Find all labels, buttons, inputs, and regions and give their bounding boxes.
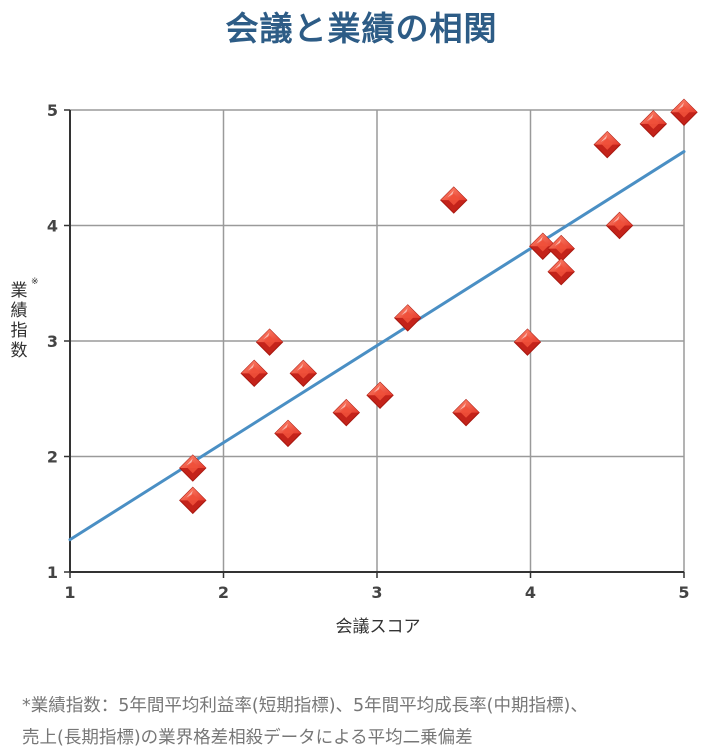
data-point [593,130,621,159]
x-tick-label: 1 [64,583,75,602]
axes [64,109,685,578]
data-point [240,359,268,388]
data-point [605,211,634,240]
x-axis-label: 会議スコア [336,617,421,637]
data-point [332,398,361,427]
chart-title: 会議と業績の相関 [225,9,498,48]
data-point [179,454,207,482]
data-point [289,359,318,388]
x-tick-label: 4 [525,583,536,602]
data-point [274,419,302,448]
grid-lines [69,109,685,573]
y-tick-label: 5 [47,101,58,120]
footnote-line-2: 売上(長期指標)の業界格差相殺データによる平均二乗偏差 [22,728,473,748]
data-point [179,486,207,515]
data-point [255,328,284,356]
y-tick-label: 1 [47,563,58,582]
x-tick-label: 2 [218,583,229,602]
x-tick-labels: 1 2 3 4 5 [64,583,689,602]
data-point [440,186,468,214]
data-point [513,328,542,356]
y-axis-label-text: 業績指数 [11,281,28,361]
data-points [179,98,698,515]
scatter-chart: 1 2 3 4 5 1 2 3 4 5 会議スコア 業績指数※ [11,98,698,637]
y-tick-label: 4 [47,217,58,236]
data-point [393,304,422,332]
data-point [547,257,575,286]
y-axis-label-mark: ※ [31,277,39,287]
x-tick-label: 5 [678,583,689,602]
data-point [529,232,557,260]
footnote: *業績指数：5年間平均利益率(短期指標)、5年間平均成長率(中期指標)、 売上(… [22,690,722,754]
data-point [670,98,698,127]
data-point [366,381,394,409]
data-point [452,398,480,427]
data-point [547,234,575,263]
footnote-line-1: *業績指数：5年間平均利益率(短期指標)、5年間平均成長率(中期指標)、 [22,696,588,716]
y-tick-label: 3 [47,332,58,351]
trendline [68,150,686,542]
y-tick-labels: 1 2 3 4 5 [47,101,58,582]
x-tick-label: 3 [371,583,382,602]
y-tick-label: 2 [47,448,58,467]
data-point [639,110,668,138]
trendline-group [68,150,686,542]
y-axis-label: 業績指数※ [11,277,39,361]
